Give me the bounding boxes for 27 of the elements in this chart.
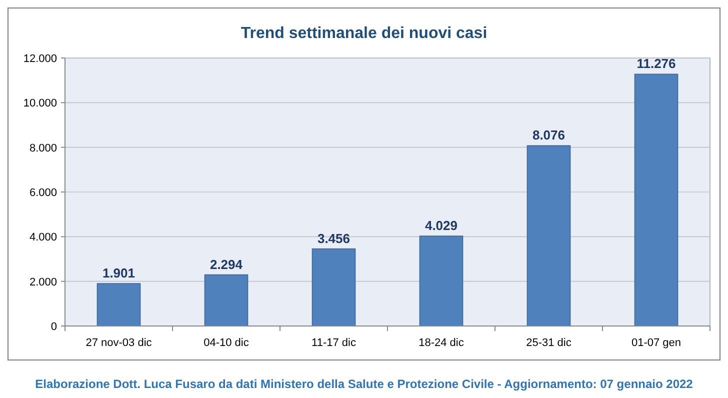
data-label: 11.276	[636, 56, 676, 72]
x-tick-label: 01-07 gen	[631, 337, 682, 349]
y-tick-label: 10.000	[23, 98, 57, 110]
data-label: 2.294	[210, 256, 244, 272]
data-label: 1.901	[102, 266, 136, 281]
bar	[96, 283, 141, 326]
x-tick-label: 11-17 dic	[312, 337, 356, 349]
bar	[634, 74, 678, 326]
y-tick-label: 6.000	[29, 187, 57, 199]
bar	[526, 145, 571, 326]
x-tick-label: 27 nov-03 dic	[86, 337, 152, 349]
y-tick-label: 0	[50, 321, 57, 333]
x-tick-label: 18-24 dic	[418, 337, 464, 349]
data-label: 8.076	[532, 128, 566, 143]
y-tick-label: 2.000	[29, 276, 57, 288]
data-label: 3.456	[317, 230, 350, 246]
bar	[312, 248, 356, 326]
y-tick-label: 12.000	[23, 53, 57, 65]
y-tick-label: 8.000	[29, 142, 57, 154]
bar	[204, 274, 248, 326]
x-tick-label: 25-31 dic	[526, 337, 572, 349]
chart-title: Trend settimanale dei nuovi casi	[240, 25, 488, 42]
y-tick-label: 4.000	[29, 232, 57, 244]
x-tick-label: 04-10 dic	[204, 337, 250, 349]
bar	[419, 236, 464, 326]
text: Elaborazione Dott. Luca Fusaro da dati Ministero della Salute e Protezione Civile - Aggiornamento: 07 gennaio 2022	[35, 377, 694, 391]
data-label: 4.029	[424, 218, 458, 234]
